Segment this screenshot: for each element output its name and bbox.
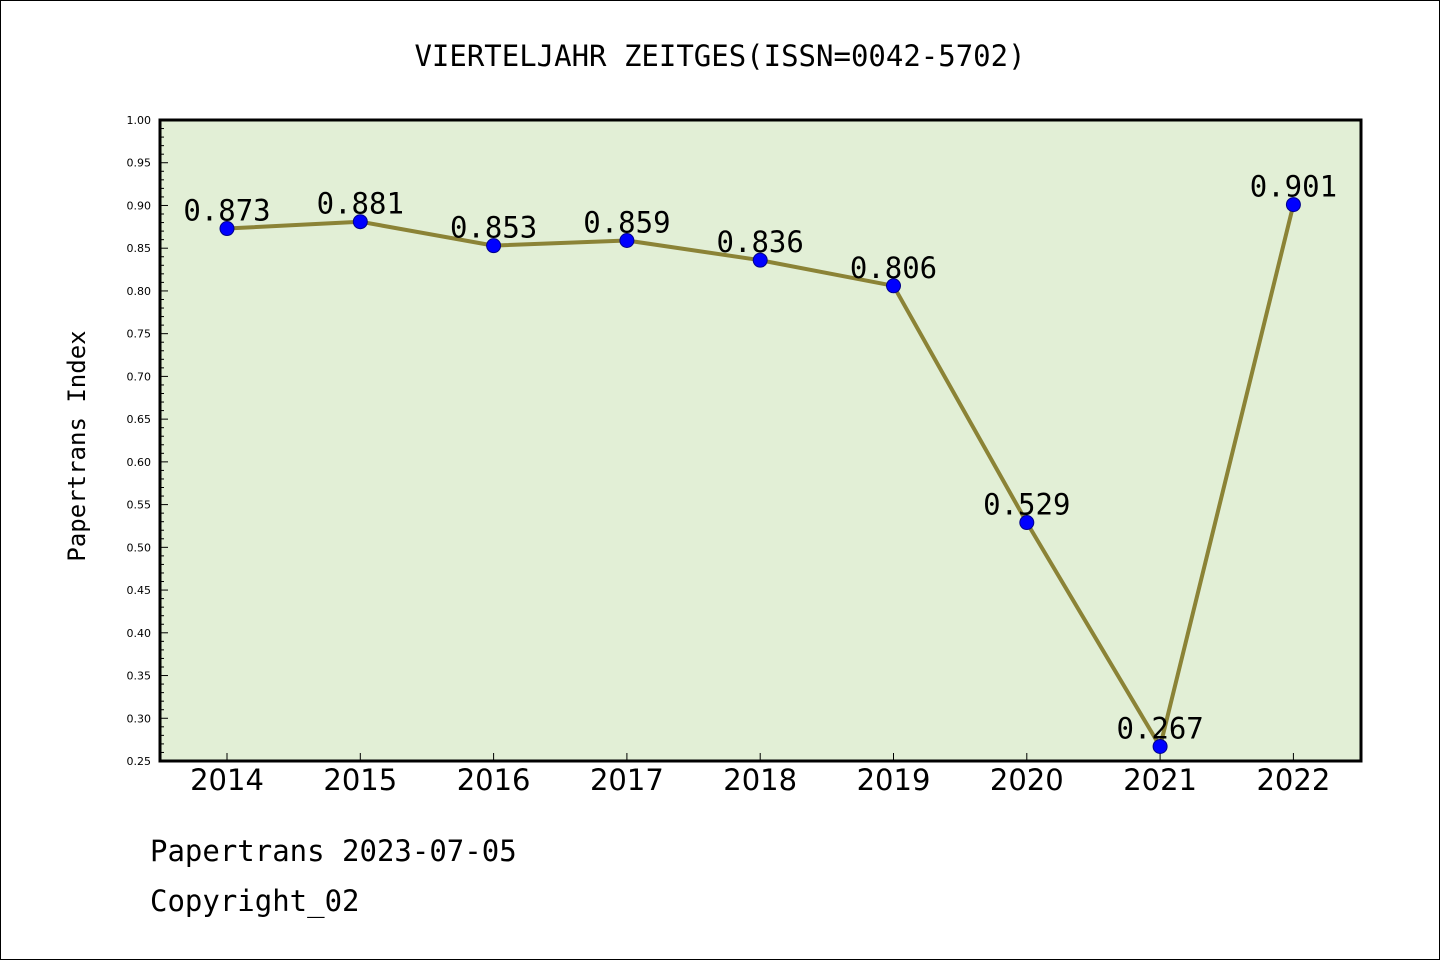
data-label: 0.267 [1116, 711, 1203, 745]
y-tick-label: 0.40 [127, 627, 152, 640]
y-tick-label: 0.80 [127, 285, 152, 298]
data-label: 0.836 [717, 225, 804, 259]
data-point [619, 233, 635, 249]
y-tick-label: 0.25 [127, 755, 152, 768]
y-tick-label: 0.55 [127, 499, 152, 512]
y-tick-label: 0.35 [127, 670, 152, 683]
y-tick-label: 0.60 [127, 456, 152, 469]
y-tick-label: 0.50 [127, 541, 152, 554]
y-tick-label: 0.85 [127, 242, 152, 255]
data-point [219, 221, 235, 237]
chart-title: VIERTELJAHR ZEITGES(ISSN=0042-5702) [414, 39, 1025, 73]
data-point [1019, 515, 1035, 531]
y-tick-label: 0.65 [127, 413, 152, 426]
y-axis-ticks: 0.25 0.30 0.35 0.40 0.45 0.50 0.55 0.60 0.65 0.70… [127, 114, 168, 768]
data-label: 0.901 [1250, 170, 1337, 204]
data-label: 0.529 [983, 488, 1070, 522]
data-point [352, 214, 368, 230]
y-tick-label: 0.45 [127, 584, 152, 597]
data-point [1152, 738, 1168, 754]
x-tick-label: 2015 [323, 763, 397, 797]
data-label: 0.806 [850, 251, 937, 285]
data-label: 0.881 [317, 187, 404, 221]
y-tick-label: 1.00 [127, 114, 152, 127]
y-tick-label: 0.75 [127, 328, 152, 341]
y-tick-label: 0.70 [127, 370, 152, 383]
x-tick-label: 2020 [990, 763, 1064, 797]
x-axis-ticks: 2014 2015 2016 2017 2018 2019 2020 2021 2022 [190, 753, 1330, 797]
series-layer: 0.873 0.881 0.853 0.859 0.836 0.806 0.529 0.267… [183, 170, 1337, 754]
data-label: 0.873 [183, 194, 270, 228]
x-tick-label: 2016 [457, 763, 531, 797]
data-point [1285, 197, 1301, 213]
y-axis-label: Papertrans Index [63, 330, 91, 561]
data-point [886, 278, 901, 294]
data-point [486, 238, 502, 254]
plot-border [158, 118, 1363, 763]
data-label: 0.859 [583, 206, 670, 240]
x-tick-label: 2014 [190, 763, 264, 797]
data-point [752, 252, 768, 268]
footer-date: Papertrans 2023-07-05 [150, 834, 517, 868]
x-tick-label: 2019 [857, 763, 931, 797]
x-tick-label: 2017 [590, 763, 664, 797]
y-tick-label: 0.90 [127, 199, 152, 212]
y-tick-label: 0.95 [127, 157, 152, 170]
y-tick-label: 0.30 [127, 712, 152, 725]
x-tick-label: 2021 [1123, 763, 1197, 797]
x-tick-label: 2022 [1256, 763, 1330, 797]
footer-copyright: Copyright_02 [150, 884, 360, 918]
data-label: 0.853 [450, 211, 537, 245]
x-tick-label: 2018 [723, 763, 797, 797]
